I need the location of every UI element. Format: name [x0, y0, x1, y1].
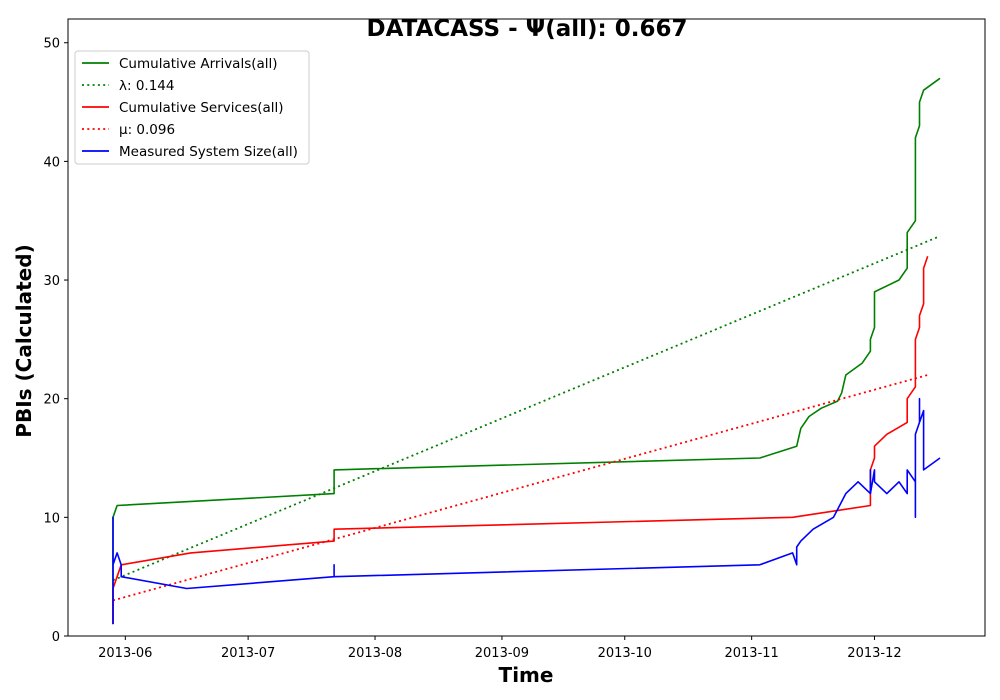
chart-title: DATACASS - Ψ(all): 0.667 — [367, 16, 688, 42]
series-line-0-144 — [112, 235, 941, 582]
y-axis-label: PBIs (Calculated) — [12, 244, 36, 437]
legend-label: μ: 0.096 — [119, 122, 175, 138]
series-line-cumulative-services-all — [112, 256, 929, 625]
x-axis-label: Time — [499, 663, 554, 687]
y-axis: 0 10 20 30 40 50 — [43, 37, 68, 645]
x-tick-label: 2013-10 — [598, 646, 652, 661]
x-tick-label: 2013-11 — [724, 646, 778, 661]
legend-label: λ: 0.144 — [119, 78, 174, 94]
x-tick-label: 2013-08 — [348, 646, 402, 661]
y-tick-label: 30 — [43, 274, 60, 289]
y-tick-label: 0 — [52, 630, 60, 645]
y-tick-label: 40 — [43, 155, 60, 170]
y-tick-label: 50 — [43, 37, 60, 52]
series-line-0-096 — [112, 374, 928, 602]
x-tick-label: 2013-09 — [475, 646, 529, 661]
series-line-measured-system-size-all — [112, 397, 941, 625]
plot-area — [67, 18, 986, 637]
legend: Cumulative Arrivals(all) λ: 0.144 Cumulati… — [74, 50, 310, 165]
series-layer — [112, 77, 941, 625]
x-tick-label: 2013-07 — [221, 646, 275, 661]
x-tick-label: 2013-12 — [847, 646, 901, 661]
x-tick-label: 2013-06 — [98, 646, 152, 661]
legend-box — [74, 50, 310, 165]
legend-label: Cumulative Services(all) — [119, 100, 284, 116]
x-axis: 2013-06 2013-07 2013-08 2013-09 2013-10 2013-… — [98, 636, 902, 661]
series-line-cumulative-arrivals-all — [112, 77, 941, 625]
y-tick-label: 20 — [43, 393, 60, 408]
legend-label: Cumulative Arrivals(all) — [119, 56, 278, 72]
y-tick-label: 10 — [43, 511, 60, 526]
legend-label: Measured System Size(all) — [119, 144, 298, 160]
